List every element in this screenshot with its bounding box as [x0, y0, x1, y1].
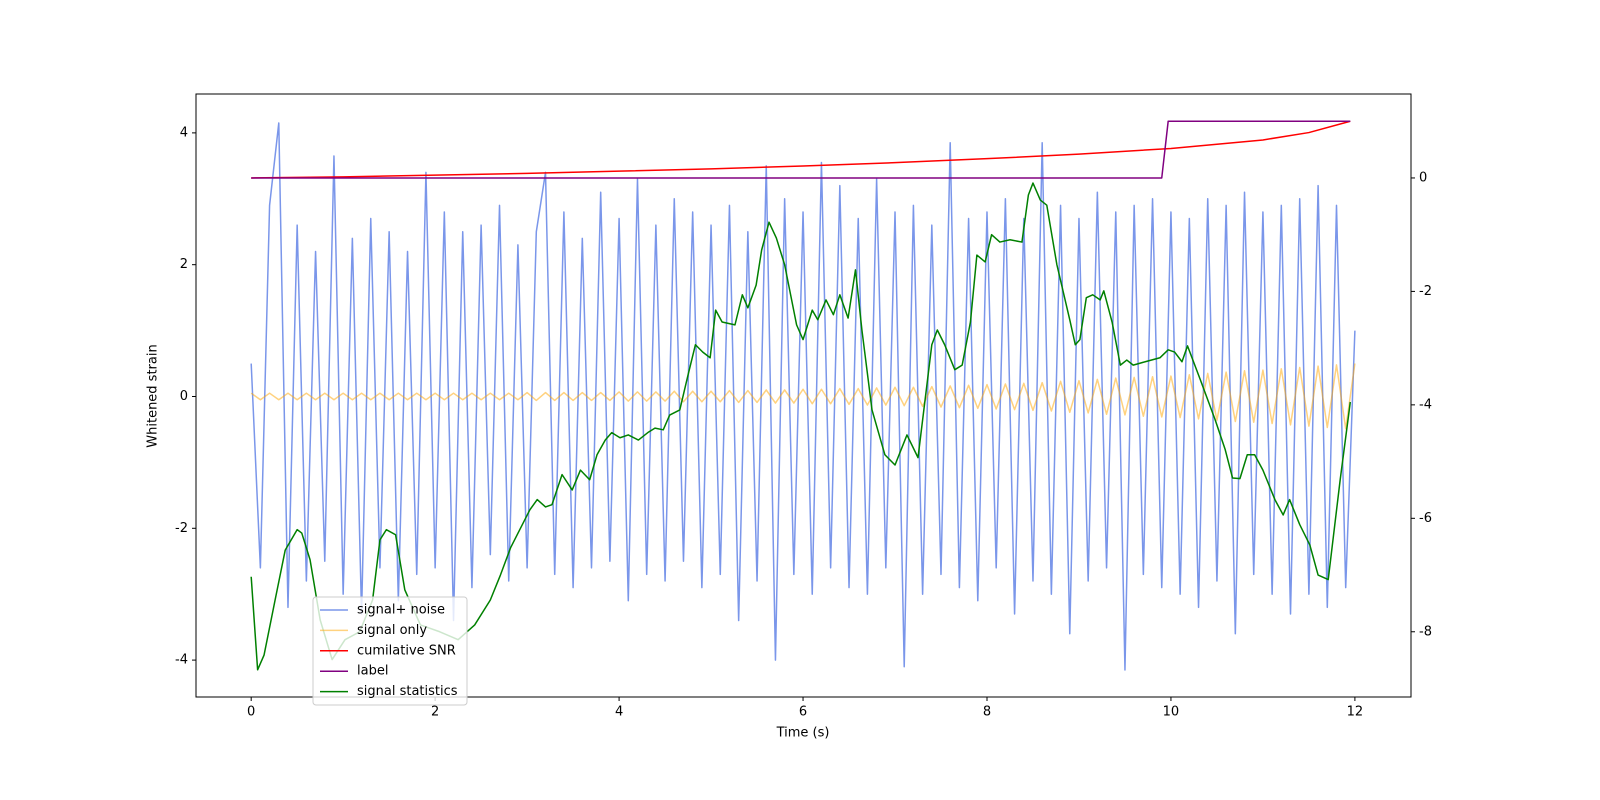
x-tick-label: 12: [1347, 705, 1364, 720]
y-tick-label: 4: [180, 125, 188, 140]
y2-tick-label: 0: [1419, 170, 1427, 185]
x-tick-label: 10: [1163, 705, 1180, 720]
legend-label: signal+ noise: [357, 603, 445, 618]
legend-label: signal only: [357, 623, 427, 638]
y2-tick-label: -8: [1419, 624, 1432, 639]
series-line: [251, 120, 1351, 179]
plot-area: [250, 120, 1356, 671]
x-tick-label: 0: [247, 705, 255, 720]
series-line: [250, 182, 1352, 671]
legend-frame: [312, 596, 468, 706]
legend-label: signal statistics: [357, 684, 458, 699]
legend-label: cumilative SNR: [357, 643, 456, 658]
y-axis-label: Whitened strain: [146, 344, 161, 447]
y-tick-label: -4: [175, 653, 188, 668]
y2-tick-label: -4: [1419, 397, 1432, 412]
y-tick-label: -2: [175, 521, 188, 536]
y2-tick-label: -2: [1419, 284, 1432, 299]
legend-label: label: [357, 664, 388, 679]
x-tick-label: 6: [799, 705, 807, 720]
x-axis-label: Time (s): [776, 726, 830, 741]
series-line: [250, 122, 1356, 671]
series-line: [250, 363, 1356, 430]
series-line: [251, 120, 1351, 179]
legend: signal+ noise signal only cumilative SNR la…: [312, 596, 468, 706]
x-tick-label: 2: [431, 705, 439, 720]
x-tick-label: 8: [983, 705, 991, 720]
x-tick-label: 4: [615, 705, 623, 720]
y-tick-label: 2: [180, 257, 188, 272]
y2-tick-label: -6: [1419, 511, 1432, 526]
y-tick-label: 0: [180, 389, 188, 404]
